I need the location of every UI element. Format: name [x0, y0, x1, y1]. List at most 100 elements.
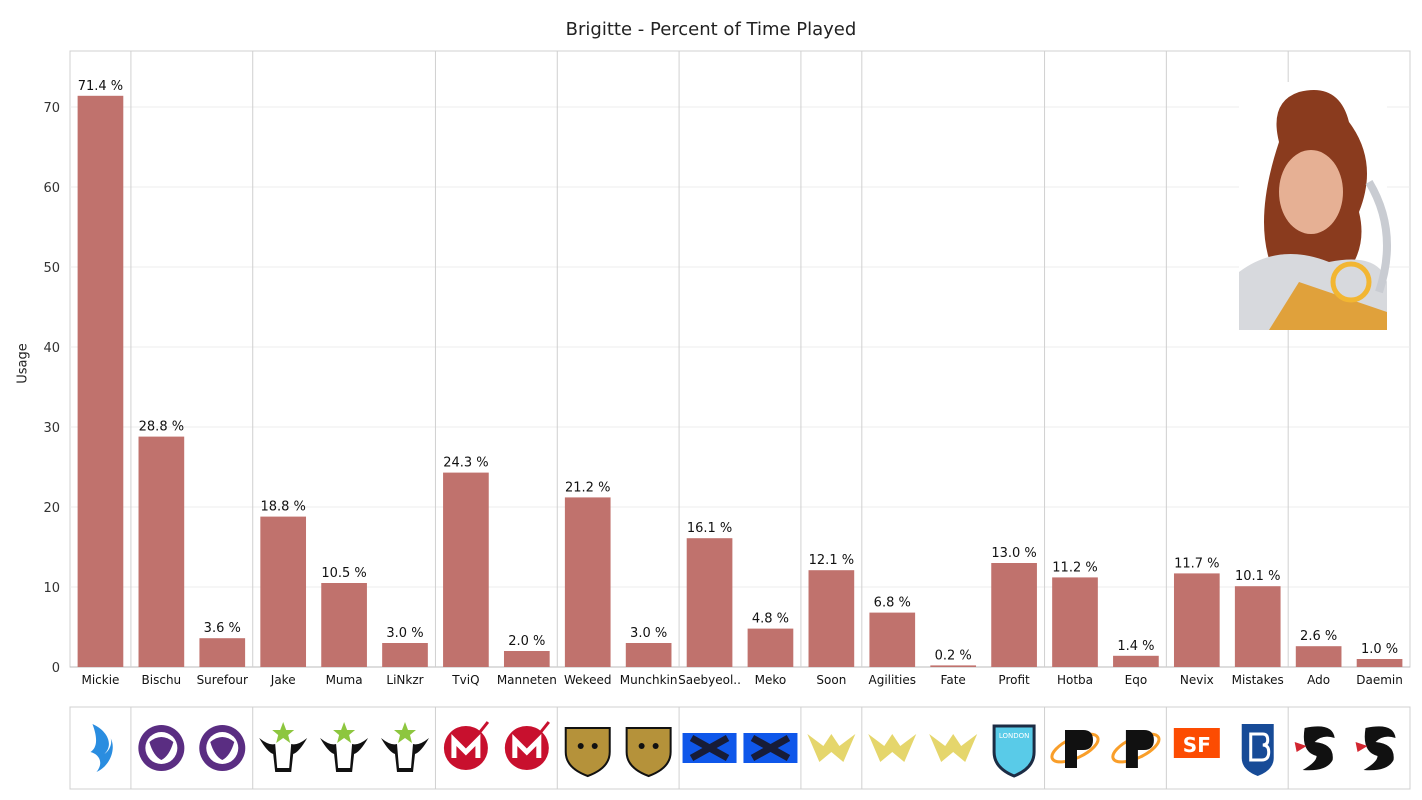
team-logo-icon [1050, 730, 1100, 768]
bar [1173, 573, 1220, 667]
shield-icon [992, 724, 1036, 778]
data-label: 2.6 % [1300, 629, 1337, 644]
data-label: 18.8 % [260, 500, 305, 515]
bar [199, 638, 246, 667]
data-label: 11.2 % [1052, 560, 1097, 575]
wings-icon [807, 734, 856, 762]
team-logo-icon [807, 734, 856, 762]
data-label: 11.7 % [1174, 556, 1219, 571]
b-letter-icon [1249, 732, 1271, 762]
x-tick-label: Manneten [497, 673, 557, 687]
skull-icon [381, 738, 429, 772]
team-logo-icon [929, 734, 978, 762]
y-tick-label: 40 [43, 341, 60, 356]
team-logo-icon [320, 722, 369, 772]
data-label: 1.0 % [1361, 642, 1398, 657]
m-letter-icon [451, 733, 481, 758]
team-logo-icon [682, 733, 737, 763]
tiger-eye-icon [638, 743, 645, 749]
star-icon [394, 722, 416, 743]
bar [991, 563, 1037, 667]
fuse-icon [539, 721, 550, 733]
bar [321, 583, 367, 667]
team-logo-icon [259, 722, 308, 772]
p-letter-icon [1125, 730, 1154, 768]
x-tick-label: Eqo [1125, 673, 1148, 687]
data-label: 71.4 % [78, 79, 123, 94]
bar [1356, 659, 1403, 667]
dragon-flame-icon [1355, 742, 1368, 752]
bar [260, 516, 307, 667]
data-label: 3.6 % [204, 621, 241, 636]
x-mark-icon [689, 734, 730, 762]
x-tick-label: Soon [816, 673, 846, 687]
face-icon [1279, 150, 1343, 234]
y-tick-label: 70 [43, 101, 60, 116]
sf-badge-icon [1173, 728, 1220, 758]
x-tick-label: TviQ [451, 673, 479, 687]
tiger-icon [564, 727, 611, 778]
team-logo-icon: SF [1173, 728, 1220, 758]
x-tick-label: Fate [941, 673, 966, 687]
x-tick-label: Bischu [142, 673, 182, 687]
bomb-icon [504, 726, 549, 770]
x-tick-label: Mistakes [1232, 673, 1284, 687]
team-logo-icon [868, 734, 917, 762]
tiger-eye-icon [652, 743, 659, 749]
bar [503, 651, 550, 667]
bar [808, 570, 855, 667]
bar [443, 472, 489, 667]
skull-icon [259, 738, 308, 772]
data-label: 24.3 % [443, 456, 488, 471]
tiger-eye-icon [591, 743, 598, 749]
x-tick-label: Jake [270, 673, 296, 687]
bar [625, 643, 672, 667]
wings-icon [929, 734, 978, 762]
x-tick-label: Wekeed [564, 673, 611, 687]
fuse-icon [478, 721, 490, 733]
data-label: 16.1 % [687, 521, 732, 536]
data-label: 2.0 % [508, 634, 545, 649]
bar [564, 497, 611, 667]
m-letter-icon [512, 733, 542, 758]
bar [138, 436, 185, 667]
lion-mane-icon [210, 737, 235, 760]
bar [747, 628, 794, 667]
bar [686, 538, 733, 667]
data-label: 3.0 % [630, 626, 667, 641]
team-logo-icon [743, 733, 798, 763]
x-tick-label: Ado [1307, 673, 1330, 687]
team-logo-icon [381, 722, 429, 772]
y-tick-label: 50 [43, 261, 60, 276]
data-label: 10.1 % [1235, 569, 1280, 584]
dragon-icon [1302, 726, 1335, 771]
team-logo-icon [504, 721, 550, 770]
bar [1052, 577, 1098, 667]
team-logo-icon: LONDON [992, 724, 1036, 778]
y-tick-label: 20 [43, 501, 60, 516]
team-logo-icon [199, 725, 246, 771]
x-tick-label: Mickie [81, 673, 119, 687]
x-tick-label: Meko [755, 673, 787, 687]
tiger-icon [625, 727, 672, 778]
shield-edge-icon [1365, 179, 1391, 294]
bar [869, 612, 916, 667]
x-tick-label: Hotba [1057, 673, 1093, 687]
ring-icon [1330, 261, 1372, 303]
gold-armor-icon [1269, 282, 1387, 330]
team-logo-icon [443, 721, 490, 770]
x-mark-icon [750, 734, 791, 762]
team-logo-icon [90, 724, 113, 772]
london-text: LONDON [999, 732, 1030, 740]
bar [1295, 646, 1342, 667]
bar [1113, 655, 1159, 667]
team-logo-icon [1241, 724, 1274, 776]
data-label: 13.0 % [991, 546, 1036, 561]
team-logo-icon [564, 727, 611, 778]
bar [930, 665, 977, 667]
x-tick-label: Surefour [197, 673, 248, 687]
x-tick-label: Agilities [869, 673, 917, 687]
bar [77, 95, 124, 668]
star-icon [333, 722, 356, 743]
x-tick-label: Saebyeol.. [678, 673, 741, 687]
